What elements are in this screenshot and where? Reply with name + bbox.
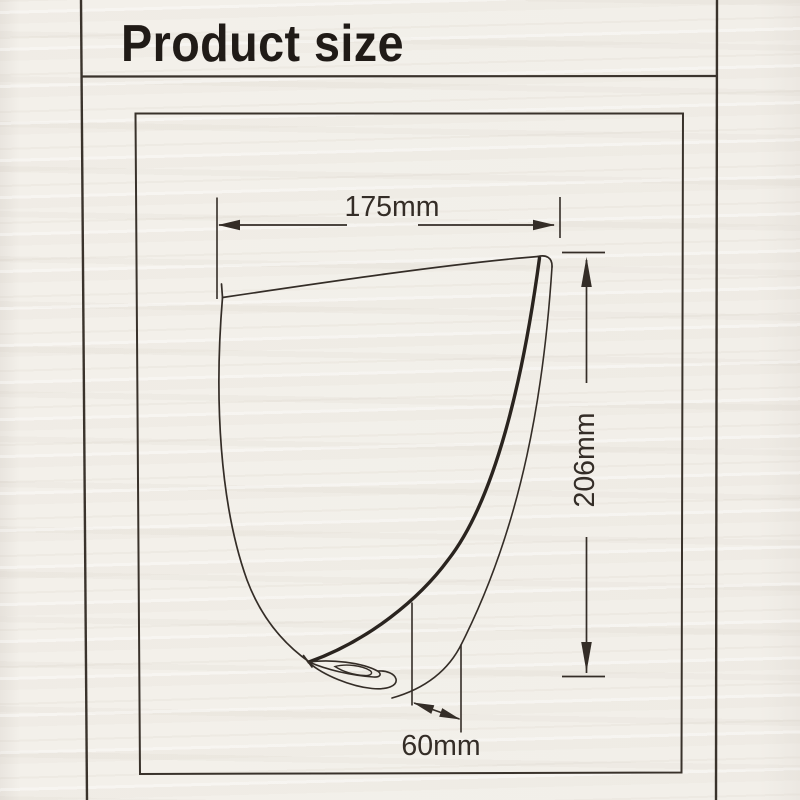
shade-front-curve	[307, 256, 542, 664]
depth-arrow-left-icon	[413, 702, 435, 714]
height-dimension-label: 206mm	[569, 412, 601, 507]
drawing-frame	[134, 112, 685, 776]
shade-tip-loop-lower	[308, 662, 397, 690]
title-divider-rule	[81, 74, 717, 78]
shade-tip-loop-outer	[306, 660, 381, 678]
height-arrow-down-icon	[581, 642, 592, 672]
shade-rim-fold	[537, 255, 553, 268]
width-dimension: 175mm	[216, 191, 561, 299]
depth-dimension: 60mm	[401, 602, 481, 762]
shade-left-edge	[218, 296, 311, 664]
depth-dimension-label: 60mm	[401, 730, 480, 762]
product-outline	[218, 255, 553, 699]
height-arrow-up-icon	[581, 257, 592, 287]
page-title: Product size	[121, 15, 404, 73]
page-right-rule	[714, 0, 719, 800]
width-dimension-label: 175mm	[344, 191, 439, 223]
width-arrow-right-icon	[533, 219, 555, 231]
shade-tip-tick	[302, 654, 313, 668]
page-left-rule	[79, 0, 89, 800]
depth-arrow-right-icon	[439, 708, 461, 720]
shade-tip-loop-inner	[333, 664, 373, 677]
shade-top-edge	[220, 255, 539, 299]
shade-back-curve	[391, 266, 553, 699]
height-dimension: 206mm	[562, 251, 605, 678]
width-arrow-left-icon	[218, 219, 240, 231]
